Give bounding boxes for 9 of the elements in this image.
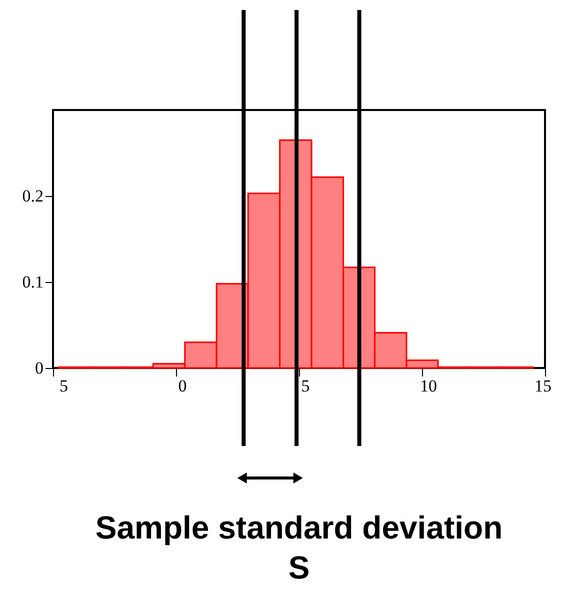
x-tick-label: 10 [420, 376, 437, 396]
x-tick-label: 5 [301, 376, 310, 396]
x-tick-label: 5 [60, 376, 68, 396]
y-tick-label: 0.2 [22, 186, 44, 206]
text: Sample standard deviation S [95, 509, 503, 586]
y-tick-label: 0 [35, 358, 44, 378]
x-tick-label: 15 [534, 376, 552, 396]
x-tick-label: 0 [178, 376, 187, 396]
y-tick-label: 0.1 [22, 272, 44, 292]
